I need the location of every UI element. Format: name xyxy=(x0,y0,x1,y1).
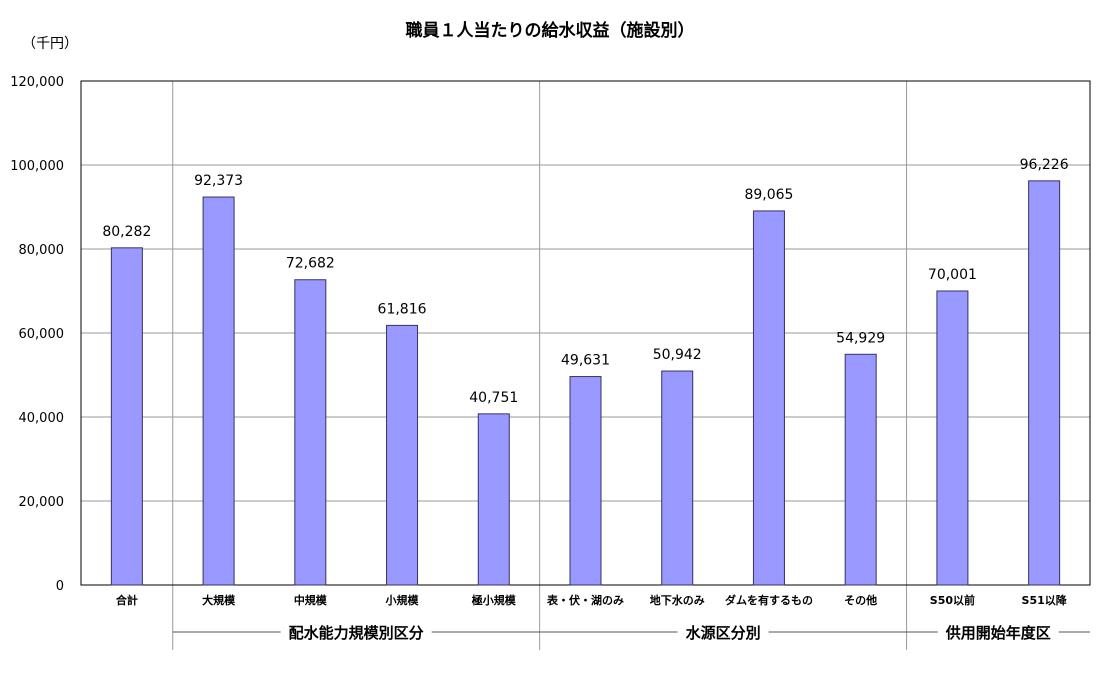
bar-value-label: 49,631 xyxy=(561,353,610,369)
group-label: 配水能力規模別区分 xyxy=(289,624,424,642)
y-tick-label: 80,000 xyxy=(19,243,65,258)
x-category-label: 合計 xyxy=(116,593,138,607)
y-unit-label: （千円） xyxy=(22,36,78,52)
bar xyxy=(477,413,510,586)
bar xyxy=(661,370,694,586)
x-category-label: 地下水のみ xyxy=(650,593,705,607)
group-label: 水源区分別 xyxy=(686,624,761,642)
grid-layer xyxy=(81,81,1090,650)
group-layer: 配水能力規模別区分 水源区分別 供用開始年度区 xyxy=(172,624,1090,642)
bar-value-label: 89,065 xyxy=(744,187,793,203)
x-category-label: 中規模 xyxy=(294,593,328,607)
x-category-label: その他 xyxy=(844,593,877,607)
bar xyxy=(294,279,327,586)
x-category-label: 表・伏・湖のみ xyxy=(546,593,624,607)
bar-value-label: 70,001 xyxy=(928,267,977,283)
x-category-label: S51以降 xyxy=(1022,593,1068,607)
bar xyxy=(936,290,969,586)
bars-layer: 80,282 92,373 72,682 61,816 40,751 49,631 50,9… xyxy=(102,157,1069,586)
bar-value-label: 54,929 xyxy=(836,330,885,346)
bar xyxy=(844,353,877,586)
bar-value-label: 50,942 xyxy=(653,347,702,363)
bar xyxy=(1028,180,1061,586)
bar xyxy=(386,324,419,586)
y-tick-label: 40,000 xyxy=(19,411,65,426)
chart-title: 職員１人当たりの給水収益（施設別） xyxy=(406,20,695,41)
x-category-label: S50以前 xyxy=(930,593,975,607)
y-tick-label: 20,000 xyxy=(19,495,65,510)
bar-value-label: 40,751 xyxy=(469,390,518,406)
axis-layer: 0 20,000 40,000 60,000 80,000 100,000 120,000 合… xyxy=(10,75,1068,607)
bar xyxy=(752,210,785,586)
y-tick-label: 120,000 xyxy=(10,75,64,90)
y-tick-label: 60,000 xyxy=(19,327,65,342)
bar-value-label: 92,373 xyxy=(194,173,243,189)
x-category-label: 大規模 xyxy=(202,593,236,607)
x-category-label: 極小規模 xyxy=(471,593,517,607)
bar-value-label: 96,226 xyxy=(1020,157,1069,173)
bar-value-label: 61,816 xyxy=(378,301,427,317)
bar xyxy=(110,247,143,586)
bar xyxy=(569,376,602,586)
bar xyxy=(202,196,235,586)
bar-value-label: 72,682 xyxy=(286,256,335,272)
x-category-label: 小規模 xyxy=(385,593,420,607)
y-tick-label: 100,000 xyxy=(10,159,64,174)
bar-value-label: 80,282 xyxy=(102,224,151,240)
group-label: 供用開始年度区 xyxy=(945,624,1051,642)
y-tick-label: 0 xyxy=(56,579,64,594)
x-category-label: ダムを有するもの xyxy=(725,593,813,607)
